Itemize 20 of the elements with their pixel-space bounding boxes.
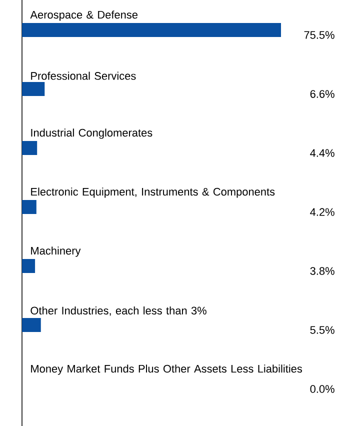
y-tick-label: Machinery: [31, 246, 81, 257]
bar: [22, 318, 41, 332]
data-label: 0.0%: [310, 385, 334, 393]
data-label: 6.6%: [310, 90, 334, 98]
data-label: 4.2%: [310, 208, 334, 216]
bar: [22, 259, 36, 274]
data-label: 5.5%: [310, 326, 334, 334]
bar: [22, 200, 36, 214]
y-tick-label: Money Market Funds Plus Other Assets Less Liabilities: [31, 364, 302, 375]
bar: [22, 23, 281, 37]
data-label: 3.8%: [310, 267, 334, 275]
y-tick-label: Other Industries, each less than 3%: [30, 306, 206, 316]
y-tick-label: Professional Services: [31, 72, 136, 80]
data-label: 4.4%: [310, 149, 334, 157]
y-tick-label: Industrial Conglomerates: [31, 128, 152, 139]
data-label: 75.5%: [304, 31, 334, 39]
bar: [22, 141, 38, 156]
y-tick-label: Electronic Equipment, Instruments & Components: [31, 188, 275, 198]
y-tick-label: Aerospace & Defense: [30, 10, 138, 21]
bar: [22, 82, 45, 96]
